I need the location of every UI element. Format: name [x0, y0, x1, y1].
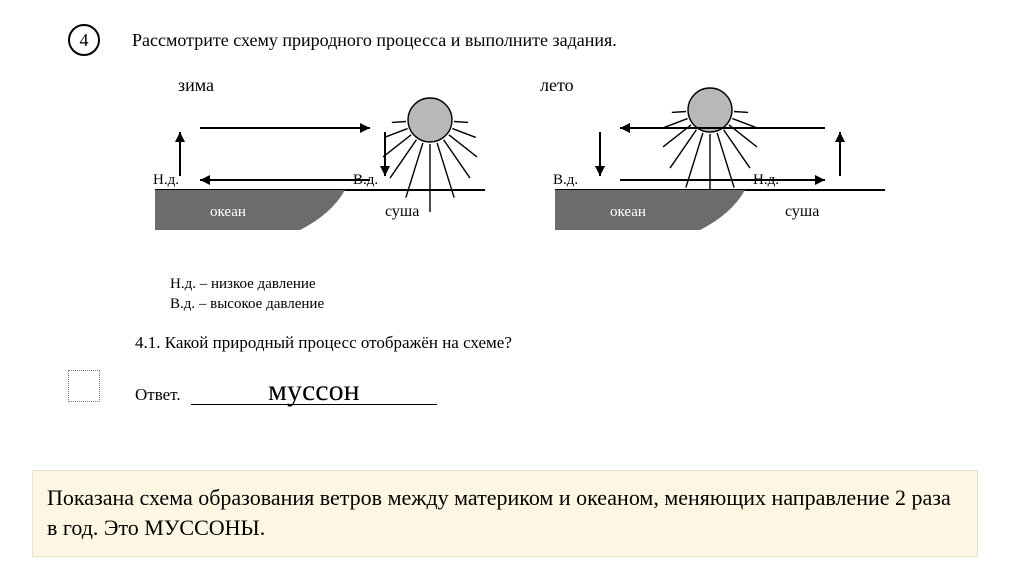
diagram-winter: океансушаН.д.В.д. — [130, 80, 510, 260]
page: 4 Рассмотрите схему природного процесса … — [0, 0, 1024, 576]
legend-low: Н.д. – низкое давление — [170, 274, 324, 294]
subquestion-4-1: 4.1. Какой природный процесс отображён н… — [135, 333, 512, 353]
answer-checkbox-placeholder — [68, 370, 100, 402]
svg-text:Н.д.: Н.д. — [153, 172, 179, 188]
svg-text:суша: суша — [785, 203, 819, 220]
task-prompt: Рассмотрите схему природного процесса и … — [132, 30, 617, 51]
answer-value: муссон — [191, 378, 437, 405]
svg-text:В.д.: В.д. — [553, 172, 578, 188]
svg-text:океан: океан — [210, 204, 246, 220]
legend: Н.д. – низкое давление В.д. – высокое да… — [170, 274, 324, 315]
answer-label: Ответ. — [135, 385, 181, 405]
answer-row: Ответ. муссон — [135, 378, 437, 405]
svg-text:суша: суша — [385, 203, 419, 220]
explanation-box: Показана схема образования ветров между … — [32, 470, 978, 557]
svg-text:океан: океан — [610, 204, 646, 220]
legend-high: В.д. – высокое давление — [170, 294, 324, 314]
diagram-summer: океансушаВ.д.Н.д. — [530, 80, 910, 260]
question-number-badge: 4 — [68, 24, 100, 56]
